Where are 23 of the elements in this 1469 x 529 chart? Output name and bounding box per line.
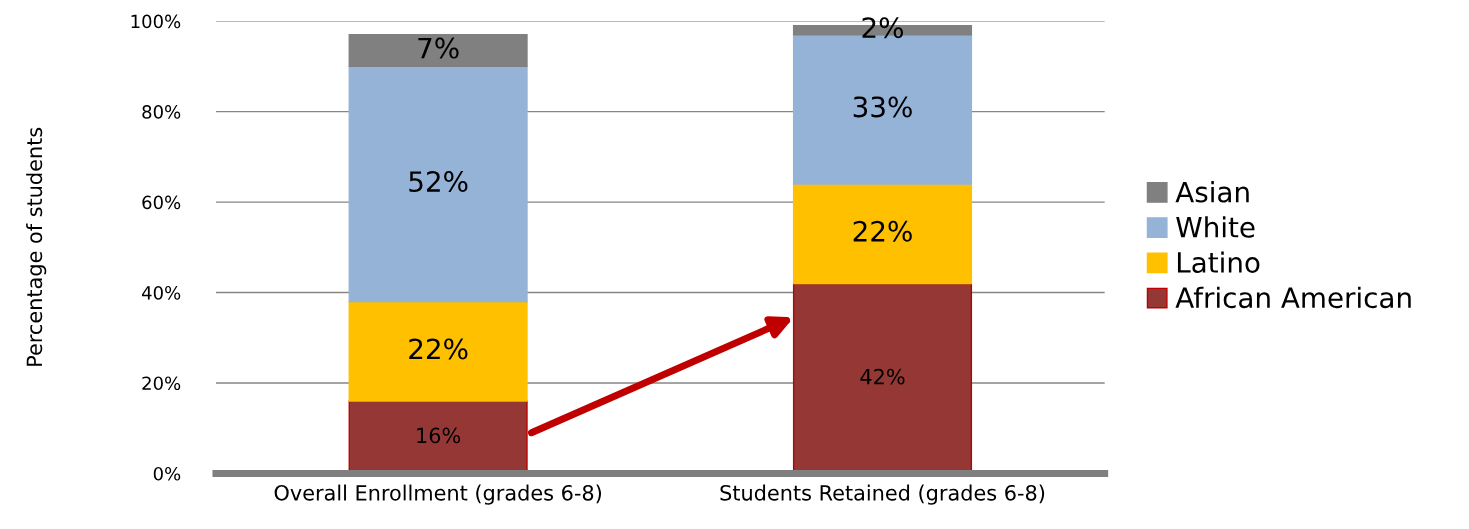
- y-tick-label: 40%: [141, 286, 181, 300]
- y-tick-label: 80%: [142, 105, 181, 119]
- x-tick-label: Overall Enrollment (grades 6-8): [274, 484, 601, 505]
- bar: [792, 183, 973, 285]
- legend-label: White: [1176, 216, 1255, 238]
- bar: [348, 65, 528, 303]
- data-label: 22%: [853, 220, 912, 242]
- bar: [348, 34, 528, 68]
- data-label: 22%: [409, 338, 468, 360]
- y-tick-label: 20%: [142, 376, 181, 391]
- x-tick-label: Students Retained (grades 6-8): [720, 484, 1045, 505]
- y-tick-label: 100%: [131, 14, 181, 29]
- legend-label: African American: [1175, 286, 1411, 309]
- data-label: 16%: [417, 427, 461, 444]
- legend-label: Latino: [1177, 251, 1260, 273]
- data-label: 7%: [418, 37, 459, 59]
- data-label: 33%: [853, 96, 912, 118]
- y-axis-title: Percentage of students: [26, 127, 47, 366]
- data-label: 52%: [409, 171, 468, 193]
- legend-label: Asian: [1175, 181, 1249, 203]
- data-label: 42%: [860, 368, 905, 385]
- y-tick-label: 60%: [142, 195, 181, 210]
- y-tick-label: 0%: [153, 466, 181, 481]
